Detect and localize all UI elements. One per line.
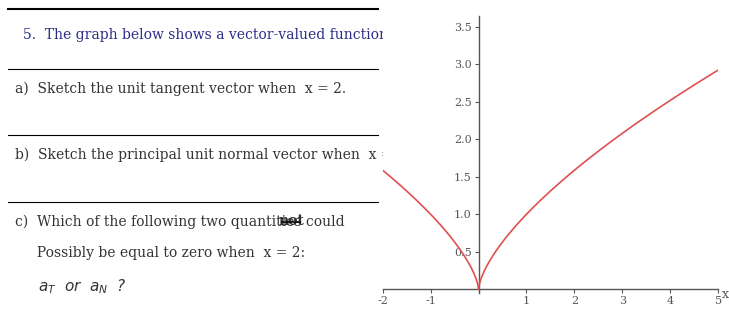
Text: $a_T$  or  $a_N$  ?: $a_T$ or $a_N$ ? xyxy=(38,277,127,296)
Text: a)  Sketch the unit tangent vector when  x = 2.: a) Sketch the unit tangent vector when x… xyxy=(15,82,346,96)
Text: Possibly be equal to zero when  x = 2:: Possibly be equal to zero when x = 2: xyxy=(15,246,305,260)
Text: not: not xyxy=(278,214,305,228)
Text: b)  Sketch the principal unit normal vector when  x = 2.: b) Sketch the principal unit normal vect… xyxy=(15,148,410,163)
Text: c)  Which of the following two quantities could: c) Which of the following two quantities… xyxy=(15,214,349,229)
Text: 5.  The graph below shows a vector-valued function.: 5. The graph below shows a vector-valued… xyxy=(23,28,392,42)
Text: x: x xyxy=(722,288,729,301)
